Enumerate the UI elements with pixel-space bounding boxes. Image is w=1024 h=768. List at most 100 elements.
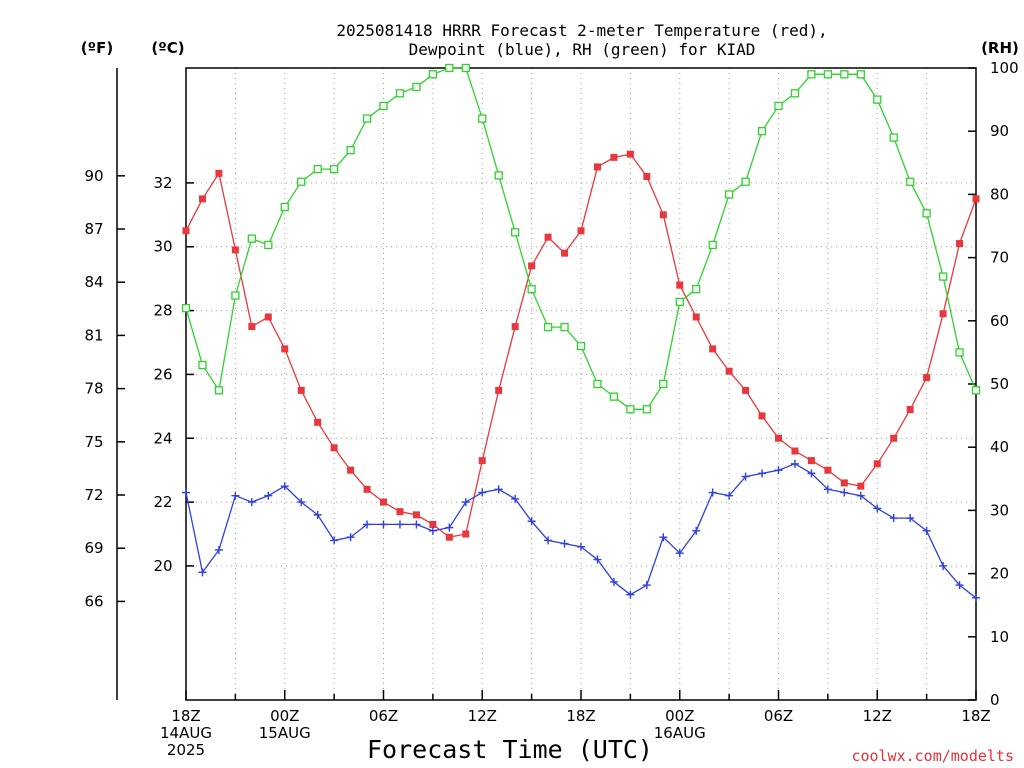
temperature-point xyxy=(182,227,190,235)
temperature-point xyxy=(758,412,766,420)
temperature-point xyxy=(824,466,832,474)
temperature-point xyxy=(972,195,980,203)
rh-point xyxy=(724,190,734,199)
rh-point xyxy=(214,386,224,395)
x-tick-label: 12Z xyxy=(468,707,497,725)
rh-point xyxy=(379,101,388,111)
temperature-point xyxy=(314,418,322,426)
temperature-point xyxy=(511,323,519,331)
rh-tick-label: 50 xyxy=(990,375,1009,393)
rh-point xyxy=(494,171,503,180)
dewpoint-point xyxy=(906,514,915,523)
rh-point xyxy=(922,209,931,218)
rh-point xyxy=(527,285,536,294)
temperature-point xyxy=(478,457,486,465)
dewpoint-point xyxy=(889,514,898,523)
temperature-point xyxy=(890,434,898,442)
rh-point xyxy=(329,164,339,174)
temperature-point xyxy=(676,281,684,289)
dewpoint-point xyxy=(544,536,553,545)
rh-tick-label: 60 xyxy=(990,312,1009,330)
dewpoint-point xyxy=(395,520,404,529)
dewpoint-point xyxy=(247,498,256,507)
temperature-point xyxy=(264,313,272,321)
dewpoint-point xyxy=(198,568,207,577)
rh-point xyxy=(593,379,602,389)
rh-point xyxy=(231,291,240,300)
temperature-point xyxy=(231,246,239,254)
rh-point xyxy=(280,202,289,212)
rh-point xyxy=(560,322,569,332)
rh-point xyxy=(428,70,438,79)
dewpoint-point xyxy=(873,504,882,513)
axis-ticks: 20 22 24 26 28 30 32 66 69 72 75 78 81 84 87 90 0 10 20 30 4… xyxy=(84,59,1018,759)
dewpoint-point xyxy=(494,485,503,494)
rh-point xyxy=(626,405,635,414)
rh-point xyxy=(247,234,256,243)
rh-tick-label: 0 xyxy=(990,691,1000,709)
dewpoint-point xyxy=(297,498,306,507)
temperature-point xyxy=(396,508,404,516)
dewpoint-point xyxy=(478,488,487,497)
rh-point xyxy=(264,240,273,250)
dewpoint-point xyxy=(379,520,388,529)
x-tick-label: 00Z xyxy=(270,707,299,725)
rh-point xyxy=(445,63,454,73)
dewpoint-point xyxy=(955,581,964,590)
dewpoint-point xyxy=(313,510,322,519)
temperature-point xyxy=(906,406,914,414)
temperature-point xyxy=(775,434,782,442)
rh-point xyxy=(823,70,833,79)
celsius-tick-label: 32 xyxy=(153,174,172,192)
temperature-point xyxy=(577,227,585,235)
dewpoint-point xyxy=(214,545,223,554)
rh-point xyxy=(412,82,421,92)
celsius-tick-label: 28 xyxy=(153,302,172,320)
temperature-point xyxy=(923,374,931,382)
dewpoint-point xyxy=(972,593,980,602)
rh-point xyxy=(873,95,882,104)
rh-point xyxy=(297,177,306,186)
temperature-point xyxy=(561,249,569,257)
dewpoint-point xyxy=(511,494,520,503)
rh-point xyxy=(856,70,865,79)
rh-point xyxy=(198,360,207,370)
temperature-point xyxy=(330,444,338,452)
rh-point xyxy=(708,240,717,250)
dewpoint-point xyxy=(527,517,536,526)
rh-point xyxy=(461,63,470,73)
temperature-point xyxy=(692,313,700,321)
x-tick-label: 18Z xyxy=(961,707,990,725)
dewpoint-point xyxy=(774,466,783,475)
rh-point xyxy=(642,405,651,414)
chart-title-line-2: Dewpoint (blue), RH (green) for KIAD xyxy=(409,40,756,59)
dewpoint-point xyxy=(823,485,832,494)
temperature-point xyxy=(297,386,305,394)
fahrenheit-tick-label: 78 xyxy=(84,380,103,398)
x-tick-label: 06Z xyxy=(369,707,398,725)
rh-point xyxy=(478,114,487,123)
dewpoint-point xyxy=(807,469,816,478)
dewpoint-point xyxy=(593,555,602,564)
dewpoint-point xyxy=(609,577,618,586)
temperature-point xyxy=(462,530,470,538)
rh-tick-label: 100 xyxy=(990,59,1019,77)
fahrenheit-tick-label: 81 xyxy=(84,326,103,344)
dewpoint-point xyxy=(939,561,948,570)
rh-unit-label: (RH) xyxy=(981,39,1019,57)
temperature-point xyxy=(380,498,387,506)
dewpoint-point xyxy=(659,533,668,542)
celsius-tick-label: 30 xyxy=(153,238,172,256)
rh-point xyxy=(840,70,849,79)
x-axis-label: Forecast Time (UTC) xyxy=(367,735,653,764)
rh-point xyxy=(971,386,981,395)
x-tick-label: 16AUG xyxy=(654,724,706,742)
dewpoint-point xyxy=(725,491,734,500)
rh-tick-label: 30 xyxy=(990,501,1009,519)
celsius-tick-label: 24 xyxy=(153,429,172,447)
temperature-point xyxy=(593,163,601,171)
rh-point xyxy=(181,304,191,313)
rh-point xyxy=(757,127,767,136)
x-tick-label: 00Z xyxy=(665,707,694,725)
